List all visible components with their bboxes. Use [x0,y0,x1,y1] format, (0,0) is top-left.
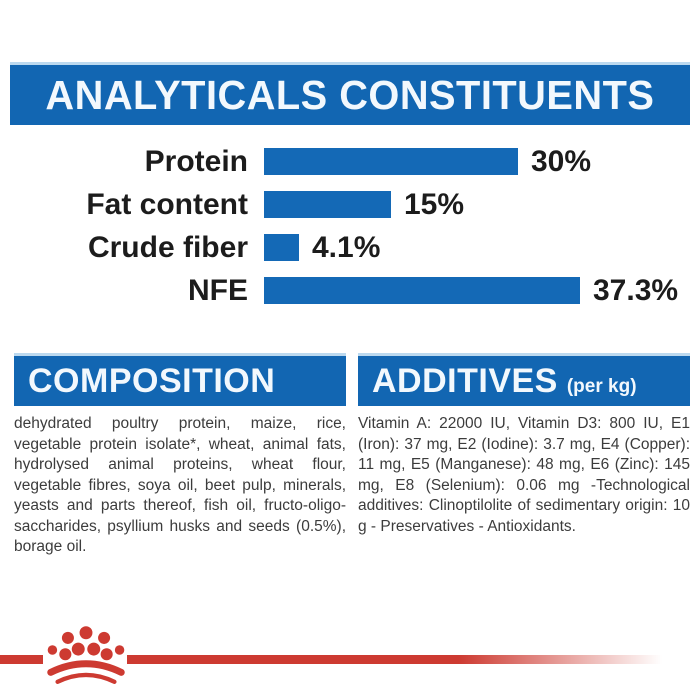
composition-body-text: dehydrated poultry protein, maize, rice,… [14,415,346,555]
additives-subtitle: (per kg) [566,376,637,397]
chart-category-label: Fat content [86,187,248,221]
chart-bar [264,191,391,218]
chart-row: Crude fiber 4.1% [0,226,700,269]
chart-bar [264,277,580,304]
chart-value-label: 37.3% [593,273,679,307]
analyticals-title: ANALYTICALS CONSTITUENTS [45,71,655,118]
additives-title: ADDITIVES [372,362,558,400]
analyticals-header-band: ANALYTICALS CONSTITUENTS [10,62,690,125]
additives-body-text: Vitamin A: 22000 IU, Vitamin D3: 800 IU,… [358,415,690,535]
composition-title: COMPOSITION [28,362,276,400]
royal-canin-crown-icon [47,626,125,684]
footer-red-stripe-right [127,655,662,664]
chart-category-label: Protein [144,144,248,178]
additives-header-band: ADDITIVES (per kg) [358,353,690,406]
chart-row: Fat content 15% [0,183,700,226]
additives-section: ADDITIVES (per kg) Vitamin A: 22000 IU, … [358,353,690,537]
chart-value-label: 15% [404,187,465,221]
chart-row: Protein 30% [0,140,700,183]
chart-row: NFE 37.3% [0,269,700,312]
chart-value-label: 30% [531,144,592,178]
footer-red-stripe-left [0,655,43,664]
composition-section: COMPOSITION dehydrated poultry protein, … [14,353,346,558]
chart-bar [264,234,299,261]
chart-category-label: Crude fiber [87,230,248,264]
chart-value-label: 4.1% [312,230,381,264]
composition-header-band: COMPOSITION [14,353,346,406]
chart-category-label: NFE [188,273,248,307]
analyticals-chart: Protein 30% Fat content 15% Crude fiber 4.1% N… [0,140,700,312]
chart-bar [264,148,518,175]
